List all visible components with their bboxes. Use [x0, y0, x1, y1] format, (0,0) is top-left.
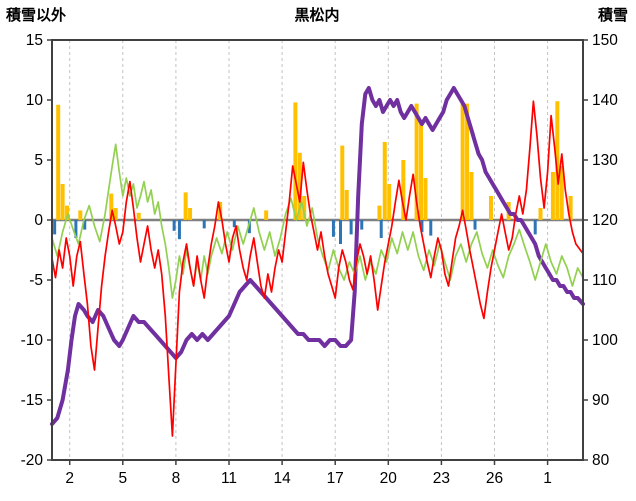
svg-text:15: 15: [26, 32, 43, 49]
chart-title: 黒松内: [294, 7, 340, 24]
svg-text:0: 0: [34, 212, 43, 229]
svg-text:14: 14: [273, 470, 291, 487]
svg-text:-20: -20: [21, 452, 44, 469]
svg-text:90: 90: [592, 392, 610, 409]
svg-text:1: 1: [543, 470, 552, 487]
svg-text:150: 150: [592, 32, 618, 49]
svg-text:-10: -10: [21, 332, 44, 349]
svg-text:80: 80: [592, 452, 610, 469]
left-axis-title: 積雪以外: [6, 7, 67, 24]
svg-text:26: 26: [486, 470, 503, 487]
svg-text:2: 2: [65, 470, 74, 487]
svg-text:8: 8: [172, 470, 181, 487]
svg-text:-15: -15: [21, 392, 43, 409]
svg-text:10: 10: [26, 92, 44, 109]
svg-text:5: 5: [34, 152, 43, 169]
svg-text:130: 130: [592, 152, 618, 169]
svg-text:-5: -5: [29, 272, 43, 289]
right-axis-title: 積雪: [597, 7, 628, 24]
svg-text:100: 100: [592, 332, 618, 349]
svg-text:17: 17: [327, 470, 344, 487]
svg-text:140: 140: [592, 92, 618, 109]
svg-text:23: 23: [433, 470, 450, 487]
svg-text:5: 5: [118, 470, 127, 487]
svg-text:20: 20: [380, 470, 398, 487]
svg-text:120: 120: [592, 212, 618, 229]
svg-text:110: 110: [592, 272, 617, 289]
svg-text:11: 11: [221, 470, 237, 487]
